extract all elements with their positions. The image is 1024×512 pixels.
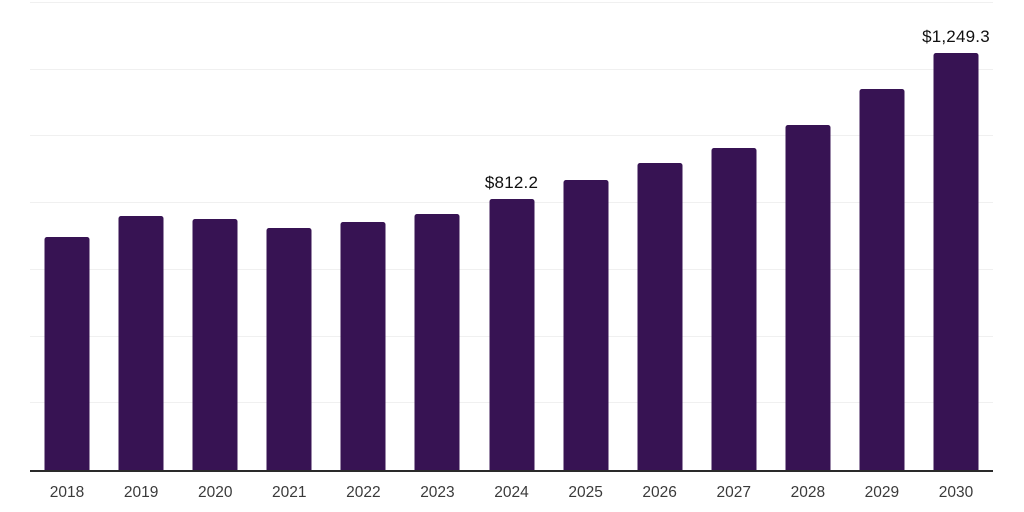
gridline-1000	[30, 135, 993, 137]
bar-2020	[192, 218, 238, 470]
gridline-1200	[30, 68, 993, 70]
bar-2018	[44, 236, 90, 470]
bar-2025	[563, 179, 609, 470]
bar-slot-2028	[771, 3, 845, 470]
x-tick-2018: 2018	[49, 484, 85, 501]
bar-chart: $812.2 $1,249.3 2018 2019 2020 2021 2022 2023 2…	[30, 2, 993, 502]
x-axis: 2018 2019 2020 2021 2022 2023 2024 2025 2026 2027…	[30, 472, 993, 502]
x-tick-2025: 2025	[568, 484, 603, 501]
bar-2029	[859, 89, 905, 470]
x-tick-2023: 2023	[420, 484, 455, 501]
x-tick-2021: 2021	[272, 484, 307, 501]
bar-2023	[414, 213, 460, 470]
x-tick-2024: 2024	[494, 484, 529, 501]
bar-2024	[489, 199, 534, 470]
bar-2027	[711, 148, 757, 470]
bar-slot-2026	[623, 3, 697, 470]
x-tick-2028: 2028	[790, 484, 826, 501]
bar-2030	[933, 53, 979, 470]
x-tick-2027: 2027	[716, 484, 751, 501]
bar-slot-2025	[549, 3, 623, 470]
x-tick-2029: 2029	[864, 484, 900, 501]
gridline-1400	[30, 2, 993, 3]
bar-slot-2022	[326, 3, 400, 470]
bar-2022	[340, 222, 386, 470]
value-label-2030: $1,249.3	[922, 27, 990, 47]
bar-2019	[118, 215, 164, 470]
bar-2021	[266, 228, 312, 470]
x-tick-2020: 2020	[197, 484, 233, 501]
bar-slot-2021	[252, 3, 326, 470]
x-tick-2030: 2030	[938, 484, 974, 501]
bar-slot-2020	[178, 3, 252, 470]
value-label-2024: $812.2	[484, 173, 539, 193]
bar-slot-2030: $1,249.3	[919, 3, 993, 470]
plot-area: $812.2 $1,249.3	[30, 2, 993, 472]
bar-2028	[785, 124, 831, 470]
x-tick-2022: 2022	[346, 484, 381, 501]
x-tick-2019: 2019	[123, 484, 159, 501]
bar-slot-2024: $812.2	[474, 3, 548, 470]
bar-2026	[637, 163, 683, 470]
bar-slot-2018	[30, 3, 104, 470]
bar-slot-2027	[697, 3, 771, 470]
x-tick-2026: 2026	[642, 484, 677, 501]
bar-slot-2019	[104, 3, 178, 470]
bar-slot-2029	[845, 3, 919, 470]
bar-slot-2023	[400, 3, 474, 470]
